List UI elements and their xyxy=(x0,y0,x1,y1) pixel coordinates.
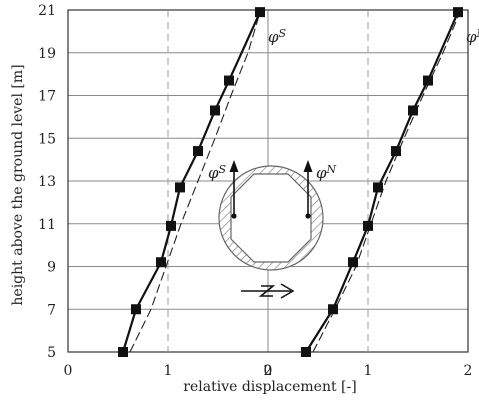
y-tick-label: 5 xyxy=(47,345,56,361)
x-tick-label-left: 0 xyxy=(64,363,73,379)
data-point-phi-s xyxy=(131,304,141,315)
data-series xyxy=(118,7,463,357)
data-point-phi-n xyxy=(453,7,463,18)
phi-n-arrowhead-icon xyxy=(303,160,313,172)
data-point-phi-n xyxy=(301,347,311,357)
x-tick-label-right: 2 xyxy=(464,363,473,379)
y-axis-title: height above the ground level [m] xyxy=(10,64,26,305)
plot-border xyxy=(67,9,469,353)
data-point-phi-s xyxy=(175,182,185,193)
data-point-phi-s xyxy=(255,7,265,18)
data-point-phi-n xyxy=(363,220,373,231)
y-tick-label: 15 xyxy=(38,131,56,147)
series-label-phi-s: φS xyxy=(268,27,287,46)
data-point-phi-n xyxy=(408,105,418,116)
cross-section-hatch xyxy=(218,165,324,271)
fit-line-phi-s xyxy=(129,11,261,353)
data-point-phi-s xyxy=(166,220,176,231)
y-tick-label: 9 xyxy=(47,260,56,276)
data-point-phi-s xyxy=(118,347,128,357)
wind-direction-icon xyxy=(241,283,295,299)
inset-label-phi-s: φS xyxy=(208,163,227,182)
data-point-phi-n xyxy=(391,146,401,157)
x-tick-label-left: 2 xyxy=(264,363,273,379)
plot-frame xyxy=(67,9,469,353)
data-point-phi-s xyxy=(224,75,234,86)
data-point-phi-n xyxy=(348,257,358,268)
data-point-phi-n xyxy=(423,75,433,86)
y-tick-label: 17 xyxy=(38,89,56,105)
reference-lines xyxy=(167,10,369,352)
inset-background xyxy=(219,166,323,270)
y-tick-label: 19 xyxy=(38,46,56,62)
x-tick-label-left: 1 xyxy=(164,363,173,379)
axis-labels: 579111315171921012012φSφN xyxy=(38,3,479,379)
x-tick-label-right: 0 xyxy=(264,363,273,379)
measured-line-phi-n xyxy=(305,11,460,353)
data-point-phi-s xyxy=(210,105,220,116)
x-axis-title: relative displacement [-] xyxy=(183,379,356,395)
y-tick-label: 11 xyxy=(38,217,56,233)
fit-line-phi-n xyxy=(312,11,461,353)
x-tick-label-right: 1 xyxy=(364,363,373,379)
data-point-phi-s xyxy=(193,146,203,157)
data-point-phi-s xyxy=(156,257,166,268)
y-tick-label: 21 xyxy=(38,3,56,19)
inset-label-phi-n: φN xyxy=(316,163,337,182)
series-label-phi-n: φN xyxy=(466,27,479,46)
phi-s-arrowhead-icon xyxy=(229,160,239,172)
data-point-phi-n xyxy=(373,182,383,193)
y-tick-label: 7 xyxy=(47,302,56,318)
cross-section-inset: φS φN xyxy=(208,160,337,271)
phi-s-point xyxy=(231,213,237,219)
phi-n-point xyxy=(305,213,311,219)
data-point-phi-n xyxy=(328,304,338,315)
y-tick-label: 13 xyxy=(38,174,56,190)
